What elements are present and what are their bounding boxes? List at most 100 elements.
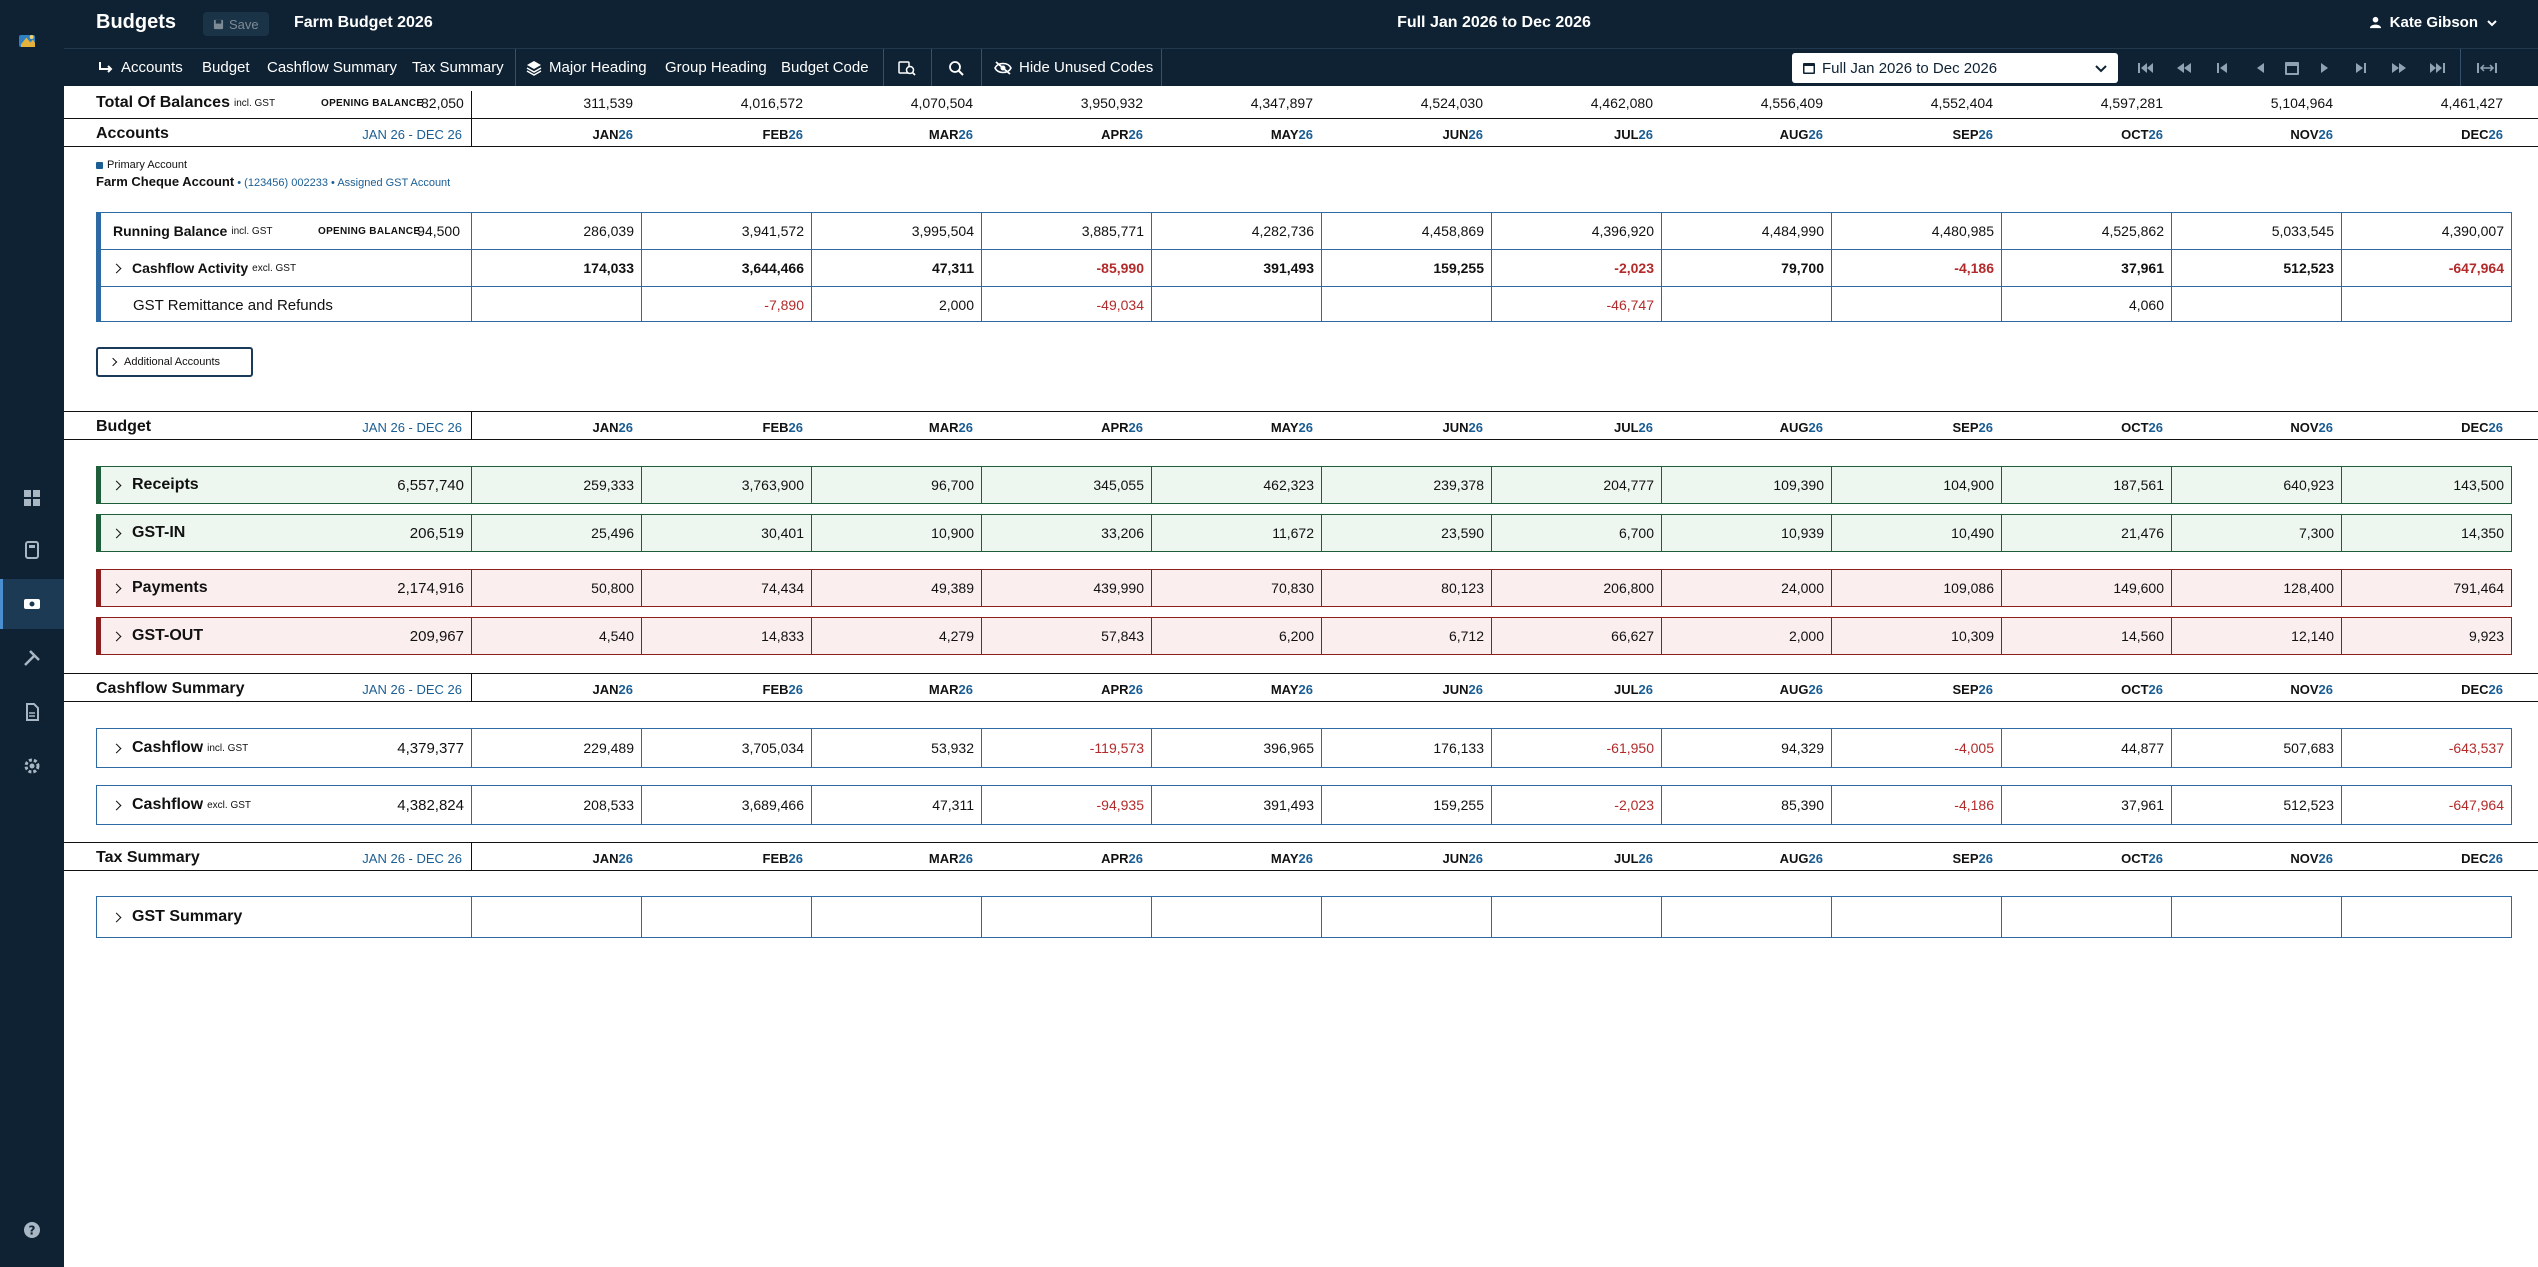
cashflow-incl-gst[interactable]: Cashflow incl. GST <box>111 729 248 767</box>
gst-summary-box[interactable]: GST Summary <box>96 896 2512 938</box>
gst-remittance-value[interactable]: -7,890 <box>764 297 804 313</box>
payments-value[interactable]: 206,800 <box>1603 580 1654 596</box>
chevron-right-icon[interactable] <box>111 631 122 641</box>
cashflow-incl-gst-value[interactable]: 3,705,034 <box>741 740 804 756</box>
zoom-button[interactable] <box>948 49 971 86</box>
total-balance-value[interactable]: 4,462,080 <box>1590 95 1653 111</box>
dashboard-icon[interactable] <box>0 473 64 523</box>
cashflow-excl-gst-value[interactable]: 3,689,466 <box>741 797 804 813</box>
gst-remittance-value[interactable]: 2,000 <box>938 297 974 313</box>
running-balance-value[interactable]: 3,941,572 <box>741 223 804 239</box>
search-detail-button[interactable] <box>898 49 923 86</box>
running-balance-value[interactable]: 3,885,771 <box>1081 223 1144 239</box>
payments-value[interactable]: 50,800 <box>591 580 634 596</box>
cashflow-excl-gst-value[interactable]: 512,523 <box>2283 797 2334 813</box>
group-heading-button[interactable]: Group Heading <box>665 49 767 86</box>
gst-out-value[interactable]: 14,560 <box>2121 628 2164 644</box>
gst-in-value[interactable]: 10,900 <box>931 525 974 541</box>
cashflow-activity-value[interactable]: 391,493 <box>1263 260 1314 276</box>
receipts-value[interactable]: 204,777 <box>1603 477 1654 493</box>
chevron-right-icon[interactable] <box>111 263 122 273</box>
chevron-right-icon[interactable] <box>111 800 122 810</box>
tab-tax-summary[interactable]: Tax Summary <box>412 49 504 86</box>
cashflow-activity-value[interactable]: -4,186 <box>1954 260 1994 276</box>
receipts-value[interactable]: 239,378 <box>1433 477 1484 493</box>
cashflow-excl-gst-value[interactable]: -4,186 <box>1954 797 1994 813</box>
gst-remittance-value[interactable] <box>472 287 642 323</box>
total-balance-value[interactable]: 4,597,281 <box>2100 95 2163 111</box>
gst-remittance-value[interactable] <box>1832 287 2002 323</box>
payments-value[interactable]: 74,434 <box>761 580 804 596</box>
running-balance-value[interactable]: 5,033,545 <box>2271 223 2334 239</box>
cashflow-activity-value[interactable]: 174,033 <box>583 260 634 276</box>
gst-out-value[interactable]: 4,279 <box>938 628 974 644</box>
gst-remittance-value[interactable]: 4,060 <box>2128 297 2164 313</box>
cashflow-excl-gst-value[interactable]: 47,311 <box>932 797 974 813</box>
fast-forward-icon[interactable] <box>2389 58 2409 78</box>
date-range-select[interactable]: Full Jan 2026 to Dec 2026 <box>1792 53 2118 83</box>
gst-in-value[interactable]: 6,700 <box>1618 525 1654 541</box>
gst-out-value[interactable]: 14,833 <box>761 628 804 644</box>
previous-start-icon[interactable] <box>2212 58 2232 78</box>
receipts-value[interactable]: 345,055 <box>1093 477 1144 493</box>
payments-value[interactable]: 128,400 <box>2283 580 2334 596</box>
receipts-value[interactable]: 187,561 <box>2113 477 2164 493</box>
receipts-value[interactable]: 109,390 <box>1773 477 1824 493</box>
gst-in-value[interactable]: 30,401 <box>761 525 804 541</box>
gst-remittance-value[interactable] <box>2342 287 2512 323</box>
total-balance-value[interactable]: 4,552,404 <box>1930 95 1993 111</box>
first-year-icon[interactable] <box>2136 58 2156 78</box>
cashflow-excl-gst-value[interactable]: -94,935 <box>1096 797 1144 813</box>
gst-out-value[interactable]: 6,200 <box>1278 628 1314 644</box>
hide-unused-codes-button[interactable]: Hide Unused Codes <box>994 49 1153 86</box>
cashflow-activity-value[interactable]: 3,644,466 <box>741 260 804 276</box>
running-balance-value[interactable]: 4,480,985 <box>1931 223 1994 239</box>
chevron-right-icon[interactable] <box>111 912 122 922</box>
gst-out-value[interactable]: 6,712 <box>1448 628 1484 644</box>
gst-out-value[interactable]: 4,540 <box>598 628 634 644</box>
budget-row-payments[interactable]: Payments 2,174,916 50,800 74,434 49,389 439,9… <box>96 569 2512 607</box>
gst-out-value[interactable]: 10,309 <box>1951 628 1994 644</box>
cashflow-excl-gst-value[interactable]: -2,023 <box>1614 797 1654 813</box>
receipts[interactable]: Receipts <box>111 467 199 503</box>
cashflow-incl-gst-box[interactable]: Cashflow incl. GST 4,379,377 229,489 3,705,… <box>96 728 2512 768</box>
gst-remittance-value[interactable]: -49,034 <box>1096 297 1144 313</box>
cashflow-activity-value[interactable]: -85,990 <box>1096 260 1144 276</box>
cashflow-incl-gst-value[interactable]: -119,573 <box>1089 740 1144 756</box>
budgets-icon[interactable] <box>0 579 64 629</box>
receipts-value[interactable]: 259,333 <box>583 477 634 493</box>
receipts-value[interactable]: 143,500 <box>2453 477 2504 493</box>
gst-summary[interactable]: GST Summary <box>111 897 242 937</box>
receipts-value[interactable]: 462,323 <box>1263 477 1314 493</box>
cashflow-excl-gst-value[interactable]: 37,961 <box>2121 797 2164 813</box>
running-balance-value[interactable]: 4,282,736 <box>1251 223 1314 239</box>
user-menu[interactable]: Kate Gibson <box>2369 14 2498 31</box>
chevron-right-icon[interactable] <box>111 583 122 593</box>
gst-out-value[interactable]: 12,140 <box>2291 628 2334 644</box>
cashflow-activity-value[interactable]: 37,961 <box>2121 260 2164 276</box>
running-balance-value[interactable]: 4,484,990 <box>1761 223 1824 239</box>
tools-icon[interactable] <box>0 633 64 683</box>
cashflow-excl-gst-value[interactable]: 159,255 <box>1433 797 1484 813</box>
receipts-value[interactable]: 104,900 <box>1943 477 1994 493</box>
gst-in-value[interactable]: 10,939 <box>1781 525 1824 541</box>
payments-value[interactable]: 80,123 <box>1441 580 1484 596</box>
document-icon[interactable] <box>0 687 64 737</box>
gst-in[interactable]: GST-IN <box>111 515 185 551</box>
running-balance-value[interactable]: 4,390,007 <box>2441 223 2504 239</box>
chevron-right-icon[interactable] <box>111 743 122 753</box>
gst-remittance-value[interactable] <box>1322 287 1492 323</box>
cashflow-activity-value[interactable]: 79,700 <box>1781 260 1824 276</box>
payments-value[interactable]: 70,830 <box>1271 580 1314 596</box>
expand-width-icon[interactable] <box>2473 58 2501 78</box>
cashflow-excl-gst-value[interactable]: 208,533 <box>583 797 634 813</box>
tab-accounts[interactable]: Accounts <box>98 49 183 86</box>
chevron-right-icon[interactable] <box>111 528 122 538</box>
previous-icon[interactable] <box>2250 58 2270 78</box>
budget-code-button[interactable]: Budget Code <box>781 49 869 86</box>
gst-out-value[interactable]: 57,843 <box>1101 628 1144 644</box>
payments-value[interactable]: 439,990 <box>1093 580 1144 596</box>
next-end-icon[interactable] <box>2351 58 2371 78</box>
major-heading-button[interactable]: Major Heading <box>526 49 647 86</box>
gst-in-value[interactable]: 7,300 <box>2298 525 2334 541</box>
